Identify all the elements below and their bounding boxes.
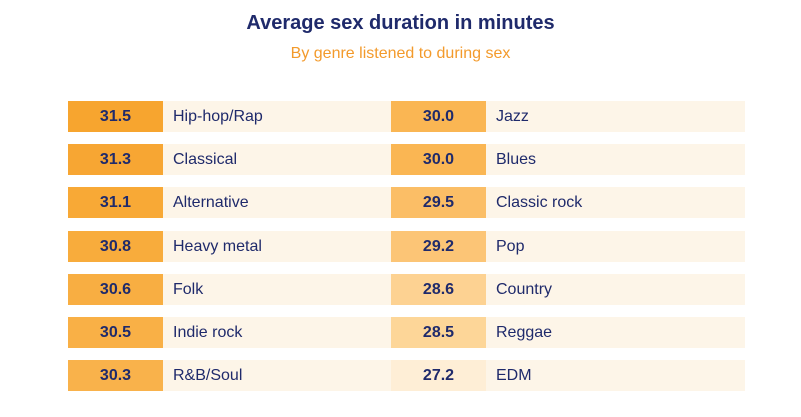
table-row: 29.2 Pop — [391, 230, 745, 262]
genre-cell: EDM — [486, 360, 745, 392]
value-cell: 29.2 — [391, 230, 486, 262]
genre-cell: Folk — [163, 273, 422, 305]
genre-cell: Alternative — [163, 187, 422, 219]
genre-cell: Classical — [163, 144, 422, 176]
value-cell: 30.0 — [391, 144, 486, 176]
genre-cell: Reggae — [486, 317, 745, 348]
table-row: 27.2 EDM — [391, 360, 745, 392]
table-row: 30.6 Folk — [68, 273, 422, 305]
genre-cell: Pop — [486, 230, 745, 262]
value-cell: 31.1 — [68, 187, 163, 219]
value-cell: 29.5 — [391, 187, 486, 219]
table-row: 29.5 Classic rock — [391, 187, 745, 219]
table-row: 30.3 R&B/Soul — [68, 360, 422, 392]
genre-cell: Blues — [486, 144, 745, 176]
table-row: 28.5 Reggae — [391, 317, 745, 348]
table-row: 30.5 Indie rock — [68, 317, 422, 348]
table-row: 31.3 Classical — [68, 144, 422, 176]
table-row: 28.6 Country — [391, 273, 745, 305]
table-row: 30.0 Blues — [391, 144, 745, 176]
value-cell: 28.6 — [391, 273, 486, 305]
value-cell: 30.3 — [68, 360, 163, 392]
value-cell: 30.8 — [68, 230, 163, 262]
genre-cell: Jazz — [486, 101, 745, 132]
genre-cell: Heavy metal — [163, 230, 422, 262]
table-row: 31.1 Alternative — [68, 187, 422, 219]
subtitle: By genre listened to during sex — [290, 45, 511, 62]
value-cell: 30.5 — [68, 317, 163, 348]
table-row: 30.0 Jazz — [391, 101, 745, 132]
genre-cell: Classic rock — [486, 187, 745, 219]
title: Average sex duration in minutes — [246, 12, 555, 34]
value-cell: 30.0 — [391, 101, 486, 132]
genre-cell: Country — [486, 273, 745, 305]
value-cell: 27.2 — [391, 360, 486, 392]
genre-cell: Hip-hop/Rap — [163, 101, 422, 132]
table-row: 30.8 Heavy metal — [68, 230, 422, 262]
value-cell: 31.3 — [68, 144, 163, 176]
value-cell: 30.6 — [68, 273, 163, 305]
value-cell: 28.5 — [391, 317, 486, 348]
table-row: 31.5 Hip-hop/Rap — [68, 101, 422, 132]
genre-cell: R&B/Soul — [163, 360, 422, 392]
value-cell: 31.5 — [68, 101, 163, 132]
genre-cell: Indie rock — [163, 317, 422, 348]
